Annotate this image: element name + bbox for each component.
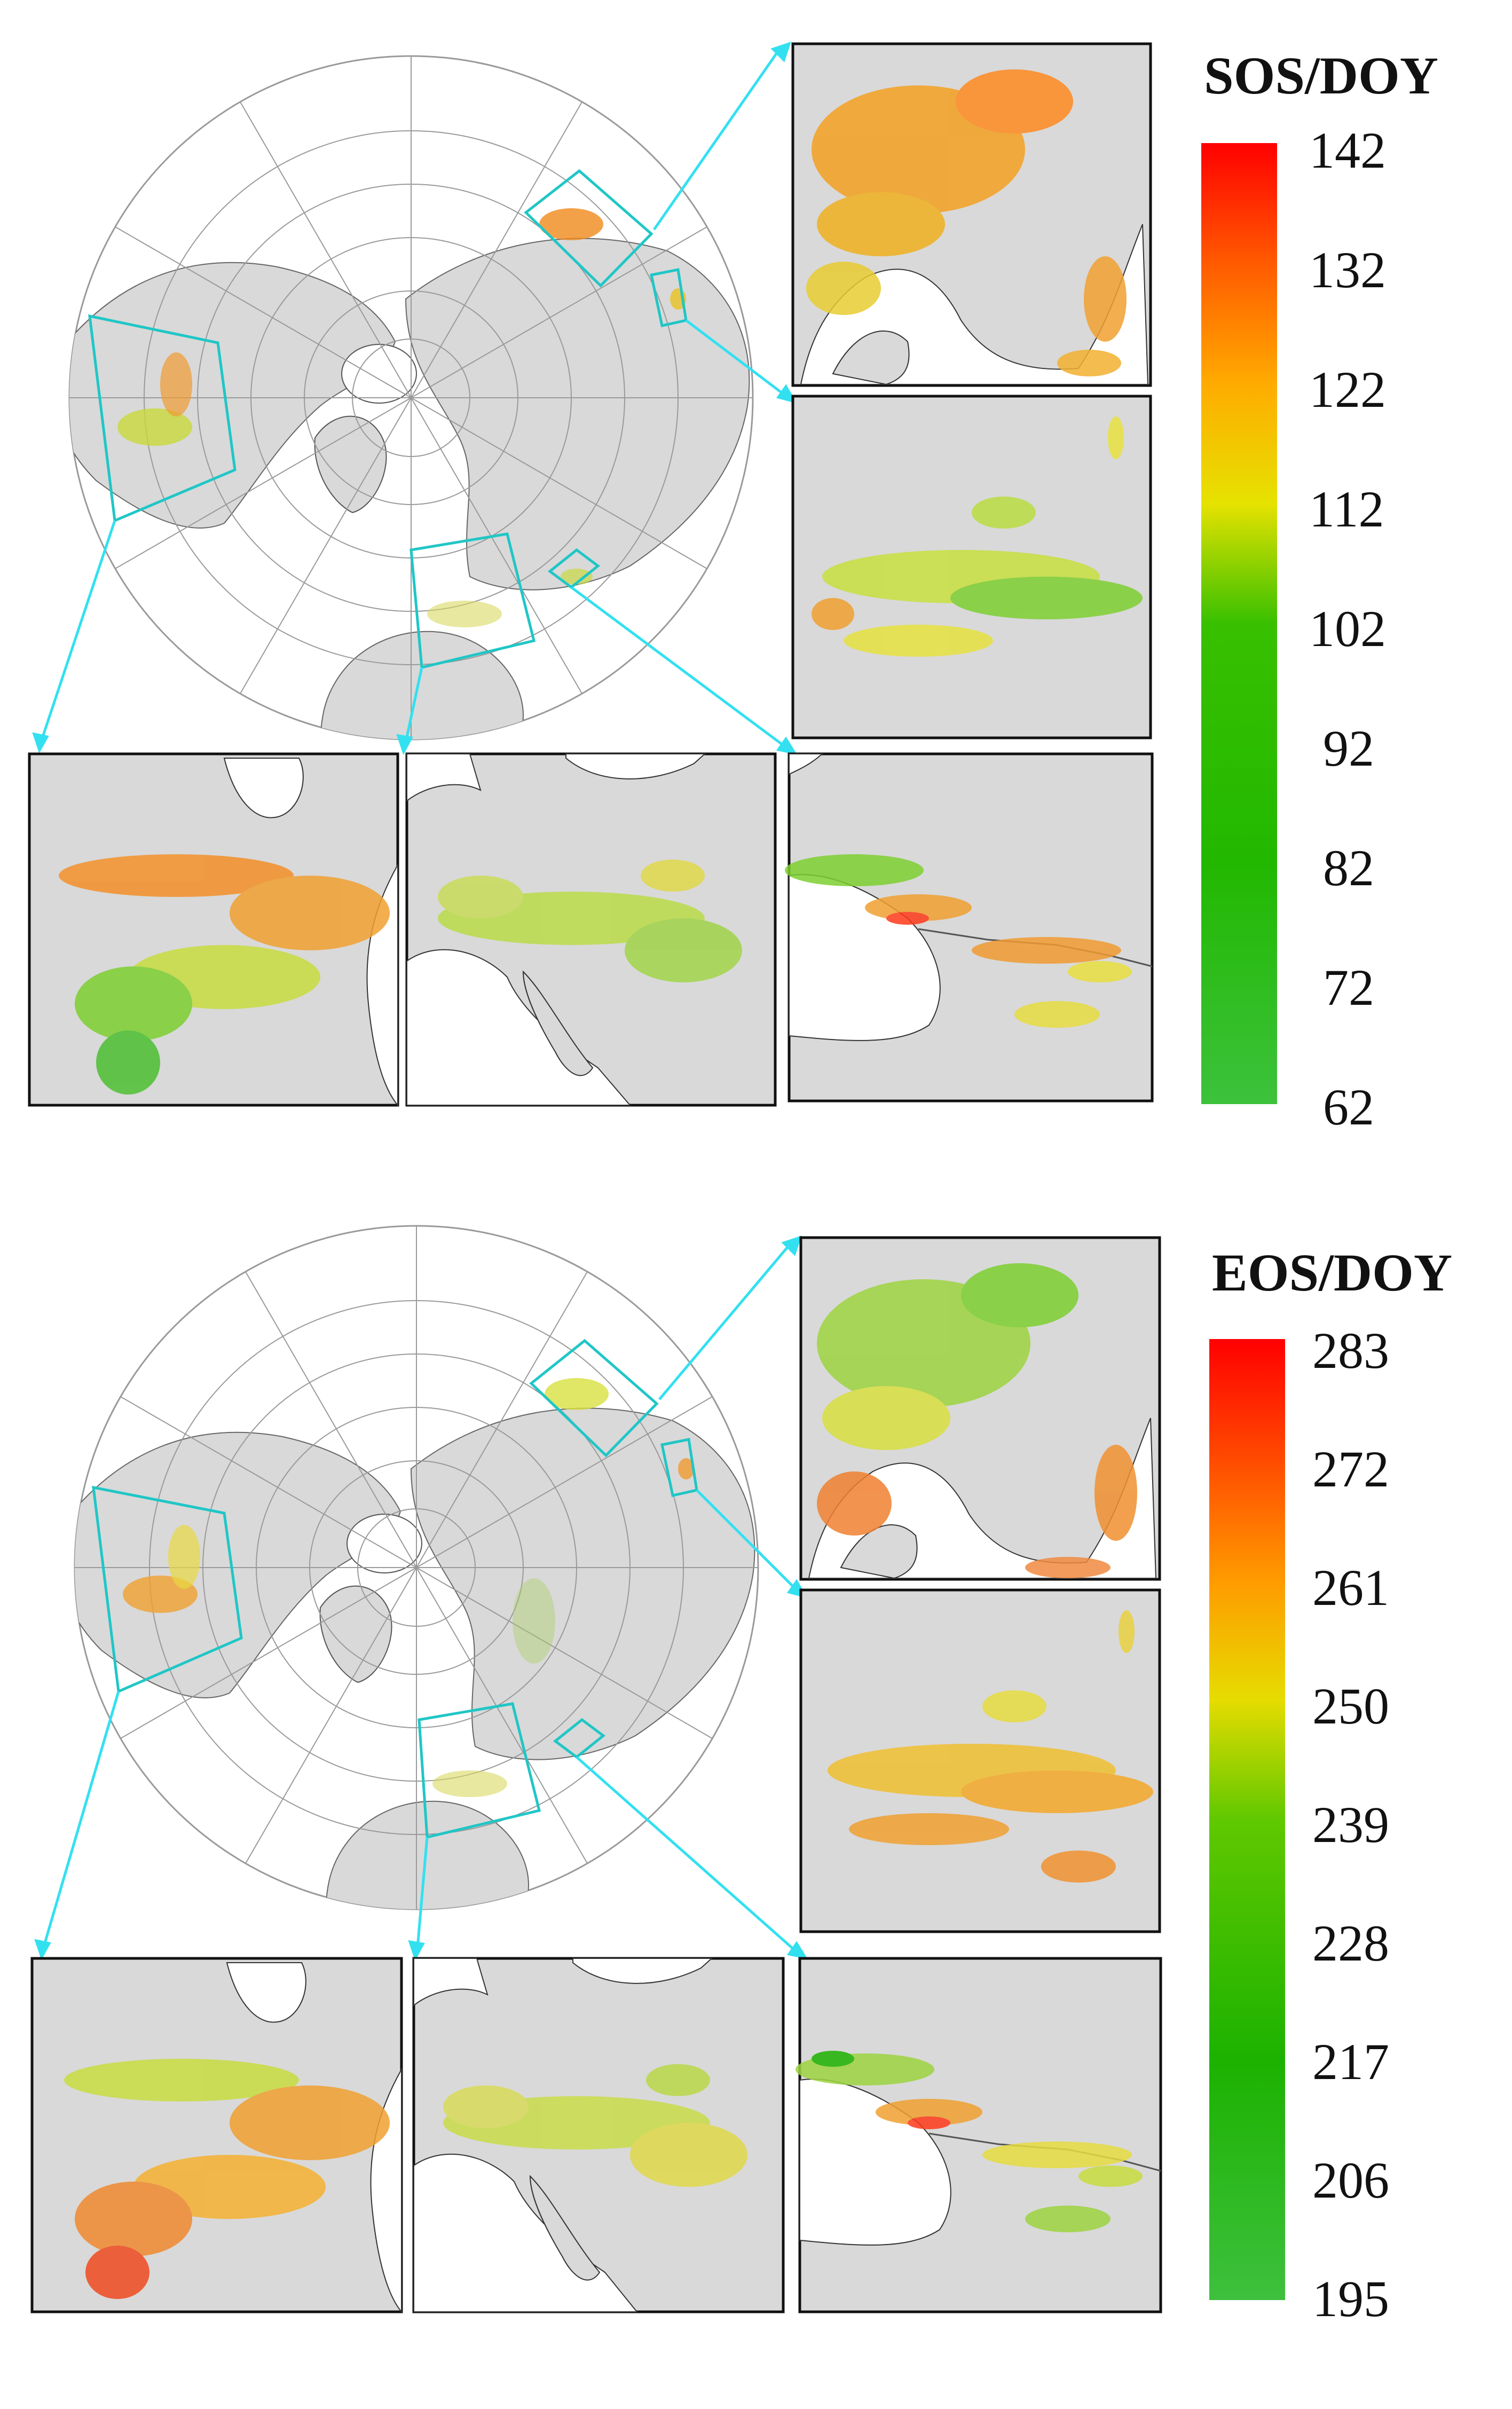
eos-tick: 283	[1312, 1322, 1389, 1379]
sos-tick: 132	[1309, 241, 1386, 298]
eos-figure-graphics	[30, 1225, 1285, 2313]
eos-legend-title: EOS/DOY	[1212, 1243, 1453, 1302]
sos-tick: 142	[1309, 122, 1386, 179]
sos-tick: 72	[1323, 959, 1374, 1016]
eos-tick: 250	[1312, 1678, 1389, 1735]
eos-inset-central-asia	[799, 1588, 1161, 1933]
sos-inset-north-america	[28, 752, 399, 1107]
sos-inset-central-asia-speckles	[812, 416, 1143, 657]
eos-tick: 272	[1312, 1440, 1389, 1498]
eos-tick: 206	[1312, 2152, 1389, 2209]
sos-inset-central-asia	[791, 395, 1152, 739]
eos-graticule	[75, 1226, 758, 1909]
sos-graticule	[69, 56, 753, 739]
eos-tick: 195	[1312, 2270, 1389, 2327]
sos-tick: 122	[1309, 361, 1386, 418]
sos-colorbar	[1201, 143, 1277, 1104]
sos-inset-na-speckles	[59, 854, 390, 1095]
sos-tick: 82	[1323, 839, 1374, 896]
sos-polar-map	[32, 42, 798, 755]
sos-box-europe	[410, 532, 536, 670]
sos-inset-northeast-asia	[791, 42, 1152, 387]
eos-polar-map	[34, 1225, 808, 1962]
sos-region-boxes	[88, 169, 688, 670]
eos-box-europe	[418, 1702, 541, 1839]
sos-inset-caucasus-speckles	[785, 854, 1132, 1028]
sos-inset-caucasus	[785, 752, 1154, 1103]
eos-landmasses	[75, 1407, 755, 1909]
sos-panel: SOS/DOY 142 132 122 112 102 92 82 72 62	[0, 0, 1512, 1204]
sos-tick: 92	[1323, 720, 1374, 777]
eos-globe-phenology-speckles	[123, 1378, 694, 1797]
sos-inset-europe	[405, 752, 777, 1107]
eos-inset-europe-speckles	[443, 2064, 747, 2187]
sos-tick: 112	[1309, 481, 1384, 538]
eos-box-north-america	[92, 1485, 243, 1694]
eos-inset-central-asia-speckles	[828, 1610, 1153, 1883]
sos-leader-arrows	[32, 42, 798, 755]
eos-tick: 239	[1312, 1796, 1389, 1853]
eos-box-caucasus	[553, 1718, 606, 1759]
eos-box-northeast-asia	[529, 1339, 659, 1458]
sos-box-northeast-asia	[524, 169, 653, 288]
eos-inset-na-speckles	[64, 2059, 390, 2299]
sos-inset-ne-asia-speckles	[806, 69, 1127, 376]
sos-inset-europe-speckles	[438, 860, 742, 982]
eos-tick: 217	[1312, 2033, 1389, 2090]
sos-legend-title: SOS/DOY	[1204, 46, 1439, 105]
sos-tick: 102	[1309, 600, 1386, 657]
sos-box-caucasus	[547, 548, 601, 589]
eos-inset-north-america	[30, 1957, 403, 2313]
sos-figure-graphics	[28, 42, 1277, 1107]
eos-region-boxes	[92, 1339, 698, 1839]
sos-box-north-america	[88, 314, 237, 523]
eos-panel: EOS/DOY 283 272 261 250 239 228 217 206 …	[0, 1204, 1512, 2409]
eos-inset-caucasus-speckles	[796, 2051, 1143, 2232]
eos-tick: 228	[1312, 1915, 1389, 1972]
eos-inset-northeast-asia	[799, 1236, 1161, 1581]
eos-inset-caucasus	[796, 1957, 1162, 2313]
sos-tick: 62	[1323, 1078, 1374, 1136]
eos-leader-arrows	[34, 1235, 808, 1962]
eos-inset-ne-asia-speckles	[817, 1263, 1137, 1578]
sos-globe-phenology-speckles	[117, 208, 686, 627]
eos-colorbar	[1209, 1339, 1285, 2300]
eos-tick: 261	[1312, 1559, 1389, 1616]
eos-inset-europe	[412, 1957, 785, 2313]
